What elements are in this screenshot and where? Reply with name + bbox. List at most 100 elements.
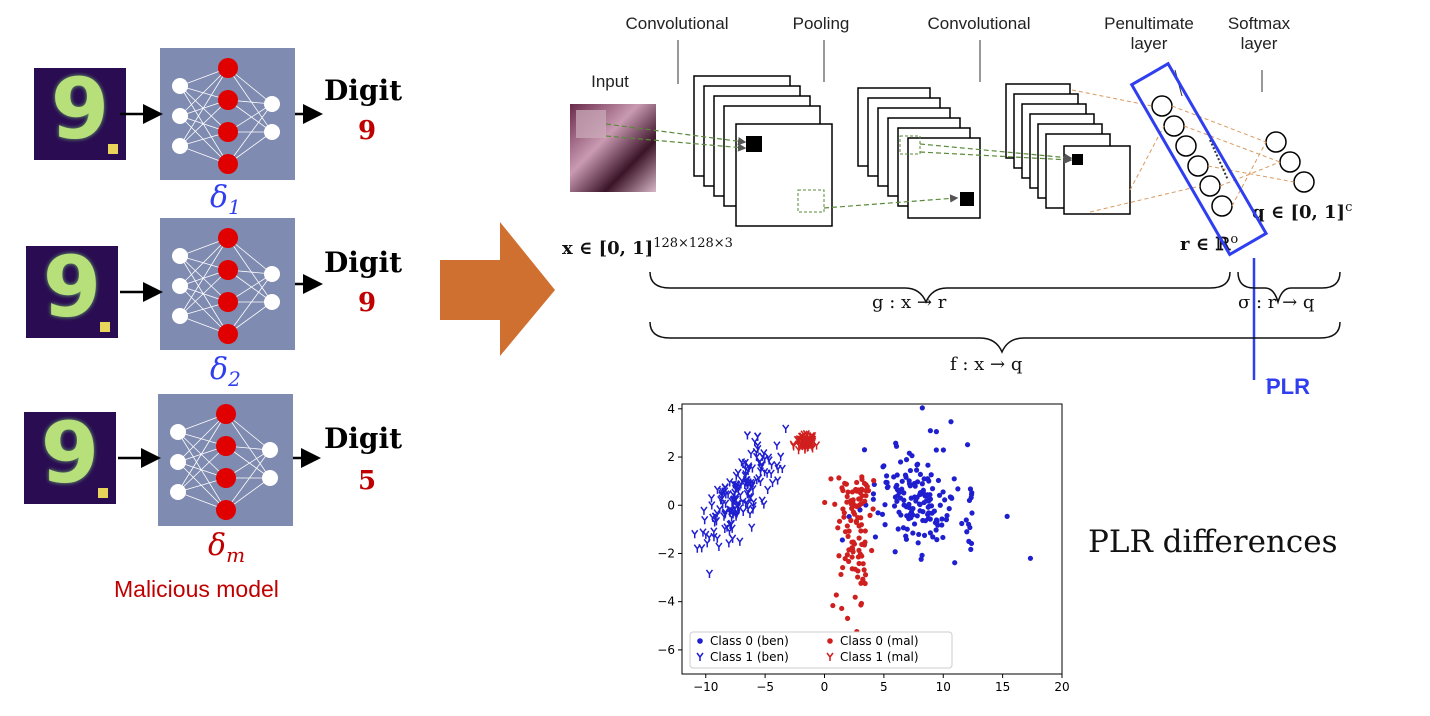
scatter-point — [733, 509, 741, 518]
scatter-point — [948, 419, 954, 425]
scatter-point — [904, 513, 910, 519]
scatter-point — [925, 462, 931, 468]
hidden-neuron — [218, 122, 238, 142]
scatter-point — [879, 511, 886, 517]
scatter-point — [906, 501, 912, 507]
scatter-point — [720, 512, 728, 521]
scatter-point — [933, 447, 939, 453]
y-tick-label: −4 — [657, 595, 675, 609]
network-edges — [179, 67, 273, 165]
scatter-point — [1027, 555, 1034, 561]
scatter-point — [891, 474, 897, 480]
scatter-point — [929, 486, 936, 492]
output-neuron — [264, 124, 280, 140]
scatter-point — [710, 532, 718, 542]
output-neuron — [264, 266, 280, 282]
scatter-point — [861, 567, 867, 573]
conv1-feature-maps — [693, 75, 833, 227]
scatter-point — [724, 490, 732, 499]
scatter-point — [875, 510, 881, 516]
scatter-point — [933, 527, 939, 533]
output-digit-value: 5 — [358, 466, 377, 496]
scatter-point — [703, 538, 711, 548]
scatter-point — [861, 447, 868, 453]
scatter-point — [841, 510, 847, 516]
input-neuron — [170, 484, 186, 500]
legend-label: Class 1 (mal) — [840, 650, 919, 664]
scatter-point — [898, 512, 904, 518]
scatter-point — [715, 542, 723, 551]
r-domain: r ∈ ℝo — [1180, 232, 1239, 255]
x-domain: x ∈ [0, 1]128×128×3 — [562, 236, 733, 259]
f-map: f : x → q — [950, 354, 1023, 375]
softmax-neurons — [1265, 131, 1315, 193]
scatter-point — [848, 517, 854, 524]
scatter-point — [916, 531, 922, 538]
scatter-point — [927, 428, 933, 434]
scatter-point — [939, 522, 945, 528]
scatter-point — [707, 494, 716, 503]
scatter-point — [943, 517, 950, 523]
data-points — [691, 405, 1034, 648]
scatter-point — [839, 605, 845, 612]
big-arrow-icon — [440, 222, 555, 356]
scatter-point — [698, 543, 706, 553]
scatter-point — [747, 449, 755, 459]
scatter-point — [713, 509, 721, 518]
scatter-point — [846, 528, 852, 534]
hidden-neuron — [218, 292, 238, 312]
scatter-point — [839, 485, 845, 491]
model-delta-label: δ2 — [210, 352, 241, 391]
scatter-point — [883, 473, 890, 479]
input-neuron — [172, 78, 188, 94]
x-tick-label: −10 — [693, 680, 718, 694]
scatter-point — [840, 564, 846, 571]
scatter-point — [841, 514, 847, 520]
y-tick-label: 0 — [667, 498, 675, 512]
scatter-point — [910, 530, 916, 536]
scatter-point — [884, 484, 890, 491]
scatter-point — [936, 492, 943, 498]
scatter-point — [852, 594, 858, 600]
scatter-point — [870, 506, 876, 512]
model-delta-label: δm — [208, 528, 246, 567]
scatter-point — [768, 478, 777, 488]
scatter-point — [764, 453, 773, 462]
scatter-point — [944, 513, 950, 519]
scatter-point — [863, 493, 869, 499]
x-tick-label: −5 — [756, 680, 774, 694]
scatter-point — [884, 479, 890, 486]
output-neuron — [262, 442, 278, 458]
scatter-point — [849, 545, 855, 551]
scatter-point — [721, 524, 729, 534]
scatter-point — [1004, 513, 1010, 519]
scatter-point — [969, 510, 975, 516]
scatter-point — [844, 615, 851, 621]
plr-box — [1129, 61, 1269, 257]
scatter-point — [710, 527, 718, 536]
scatter-point — [921, 476, 927, 482]
scatter-point — [803, 440, 811, 449]
scatter-point — [924, 492, 930, 499]
scatter-point — [917, 471, 924, 478]
scatter-point — [920, 487, 926, 493]
scatter-point — [915, 461, 921, 467]
scatter-point — [927, 516, 933, 522]
legend-label: Class 0 (mal) — [840, 634, 919, 648]
scatter-point — [839, 537, 845, 543]
input-neuron — [172, 108, 188, 124]
legend-label: Class 1 (ben) — [710, 650, 789, 664]
scatter-point — [940, 534, 946, 541]
scatter-point — [913, 467, 920, 473]
scatter-point — [853, 486, 859, 493]
scatter-point — [756, 467, 765, 476]
scatter-point — [862, 528, 868, 534]
scatter-point — [751, 437, 759, 447]
y-tick-label: −2 — [657, 546, 675, 560]
scatter-point — [894, 482, 900, 488]
scatter-point — [711, 517, 719, 527]
input-digit-image: 9 — [24, 404, 116, 504]
scatter-point — [844, 499, 850, 505]
scatter-point — [691, 529, 699, 539]
output-digit-label: Digit — [324, 74, 403, 107]
